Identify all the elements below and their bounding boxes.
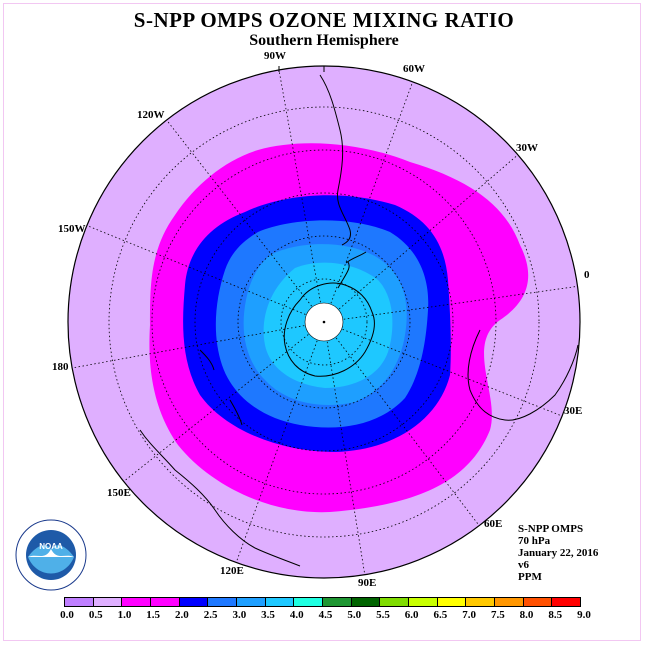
lon-label-90e: 90E xyxy=(358,577,377,589)
colorbar-tick-label: 8.5 xyxy=(548,609,563,621)
colorbar-tick-label: 7.5 xyxy=(490,609,505,621)
product-info: S-NPP OMPS 70 hPa January 22, 2016 v6 PP… xyxy=(518,523,598,583)
map-title: S-NPP OMPS OZONE MIXING RATIO xyxy=(133,8,515,32)
colorbar-tick-label: 1.5 xyxy=(146,609,161,621)
colorbar-segment xyxy=(409,598,438,606)
meridian-lines xyxy=(71,69,580,577)
colorbar-segment xyxy=(237,598,266,606)
colorbar-tick-label: 0.5 xyxy=(88,609,103,621)
colorbar-tick-label: 6.0 xyxy=(404,609,419,621)
logo-text: NOAA xyxy=(39,542,63,551)
colorbar-tick-label: 4.0 xyxy=(289,609,304,621)
australia-coast xyxy=(139,429,301,567)
colorbar-segment xyxy=(294,598,324,606)
edge-ticks xyxy=(278,66,325,72)
colorbar-tick-label: 5.5 xyxy=(376,609,390,621)
colorbar-segment xyxy=(122,598,152,606)
pole-dot xyxy=(322,320,326,324)
africa-coast xyxy=(467,329,579,421)
lon-label-30w: 30W xyxy=(516,142,538,154)
info-version: v6 xyxy=(518,559,529,571)
colorbar-segment xyxy=(151,598,180,606)
colorbar-tick-label: 1.0 xyxy=(117,609,132,621)
info-product: S-NPP OMPS xyxy=(518,523,584,535)
colorbar-segment xyxy=(437,598,467,606)
lon-label-60e: 60E xyxy=(484,518,503,530)
lon-label-180: 180 xyxy=(52,361,69,373)
lon-label-0: 0 xyxy=(584,269,590,281)
colorbar-segment xyxy=(351,598,381,606)
lon-label-150e: 150E xyxy=(107,487,131,499)
colorbar-tick-label: 4.5 xyxy=(318,609,333,621)
noaa-logo: NOAA xyxy=(15,519,87,591)
colorbar-tick-label: 0.0 xyxy=(60,609,74,621)
colorbar-tick-label: 3.0 xyxy=(232,609,247,621)
lon-label-90w: 90W xyxy=(264,50,286,62)
lon-label-30e: 30E xyxy=(564,405,583,417)
colorbar-segment xyxy=(179,598,209,606)
coastlines xyxy=(139,74,579,567)
colorbar-segment xyxy=(93,598,123,606)
colorbar-segment xyxy=(523,598,553,606)
colorbar-segment xyxy=(466,598,496,606)
colorbar-tick-label: 5.0 xyxy=(347,609,362,621)
colorbar-tick-label: 7.0 xyxy=(462,609,476,621)
lon-label-60w: 60W xyxy=(403,63,425,75)
lon-label-150w: 150W xyxy=(58,223,86,235)
colorbar-segment xyxy=(380,598,410,606)
colorbar-segment xyxy=(65,598,94,606)
colorbar-tick-label: 6.5 xyxy=(433,609,448,621)
latitude-circles xyxy=(108,106,540,538)
new-zealand-coast xyxy=(199,349,243,426)
colorbar xyxy=(64,597,581,607)
image-frame xyxy=(3,3,641,641)
lon-label-120e: 120E xyxy=(220,565,244,577)
colorbar-tick-label: 8.0 xyxy=(519,609,534,621)
lon-label-120w: 120W xyxy=(137,109,165,121)
info-level: 70 hPa xyxy=(518,535,551,547)
colorbar-tick-label: 2.5 xyxy=(203,609,218,621)
antarctica-coast xyxy=(283,251,375,377)
colorbar-segment xyxy=(208,598,238,606)
map-subtitle: Southern Hemisphere xyxy=(249,32,399,49)
colorbar-segment xyxy=(323,598,352,606)
colorbar-segment xyxy=(495,598,524,606)
info-units: PPM xyxy=(518,571,542,583)
colorbar-tick-label: 2.0 xyxy=(175,609,189,621)
colorbar-tick-label: 3.5 xyxy=(261,609,275,621)
colorbar-segment xyxy=(265,598,295,606)
colorbar-tick-label: 9.0 xyxy=(577,609,591,621)
colorbar-ticks: 0.0 0.5 1.0 1.5 2.0 2.5 3.0 3.5 4.0 4.5 5.0 5.5 6.0 6… xyxy=(0,609,648,623)
info-date: January 22, 2016 xyxy=(518,547,599,559)
south-america-coast xyxy=(319,74,351,246)
colorbar-segment xyxy=(552,598,581,606)
